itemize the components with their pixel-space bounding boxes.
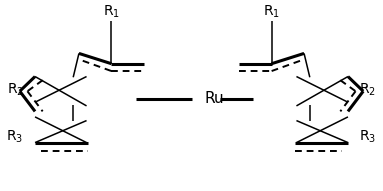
- Text: $\mathrm{R_1}$: $\mathrm{R_1}$: [103, 3, 120, 20]
- Text: $\mathrm{R_1}$: $\mathrm{R_1}$: [263, 3, 280, 20]
- Text: $\mathrm{R_3}$: $\mathrm{R_3}$: [7, 129, 24, 145]
- Text: $\mathrm{R_2}$: $\mathrm{R_2}$: [359, 81, 376, 98]
- Text: Ru: Ru: [205, 91, 224, 106]
- Text: $\mathrm{R_3}$: $\mathrm{R_3}$: [359, 129, 376, 145]
- Text: $\mathrm{R_2}$: $\mathrm{R_2}$: [7, 81, 24, 98]
